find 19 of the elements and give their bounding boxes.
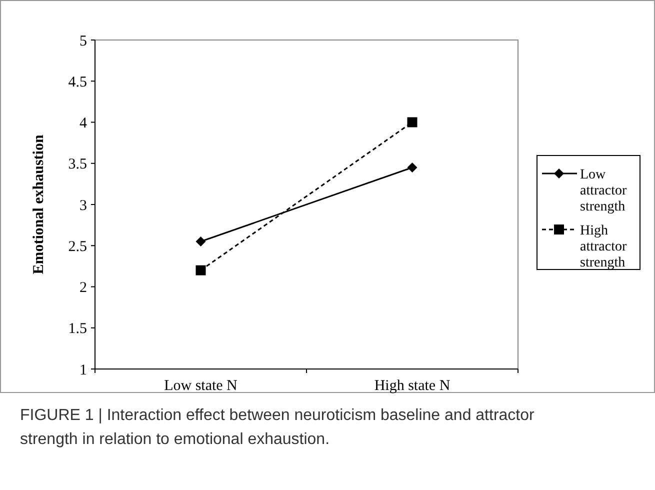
legend-label: High attractor strength [580,223,627,270]
y-tick-label: 3.5 [68,156,87,173]
caption: FIGURE 1 | Interaction effect between neuroticism baseline and attractor strength in relation to emotional exhaustion. [20,407,536,448]
y-tick-label: 3 [80,198,87,214]
legend-label: Low attractor strength [580,167,627,214]
x-tick-label: High state N [374,378,450,394]
point [196,236,206,247]
y-tick-label: 4.5 [68,74,87,90]
y-tick-label: 1.5 [68,321,87,338]
y-tick-label: 4 [80,116,88,132]
y-tick-label: 5 [80,33,87,50]
y-tick-label: 1 [80,362,87,378]
y-axis-title: Emotional exhaustion [31,134,47,274]
y-tick-label: 2.5 [68,238,87,255]
point [407,162,418,172]
x-tick-label: Low state N [164,378,238,394]
point [407,117,418,128]
y-tick-label: 2 [80,280,87,296]
point [196,265,206,276]
